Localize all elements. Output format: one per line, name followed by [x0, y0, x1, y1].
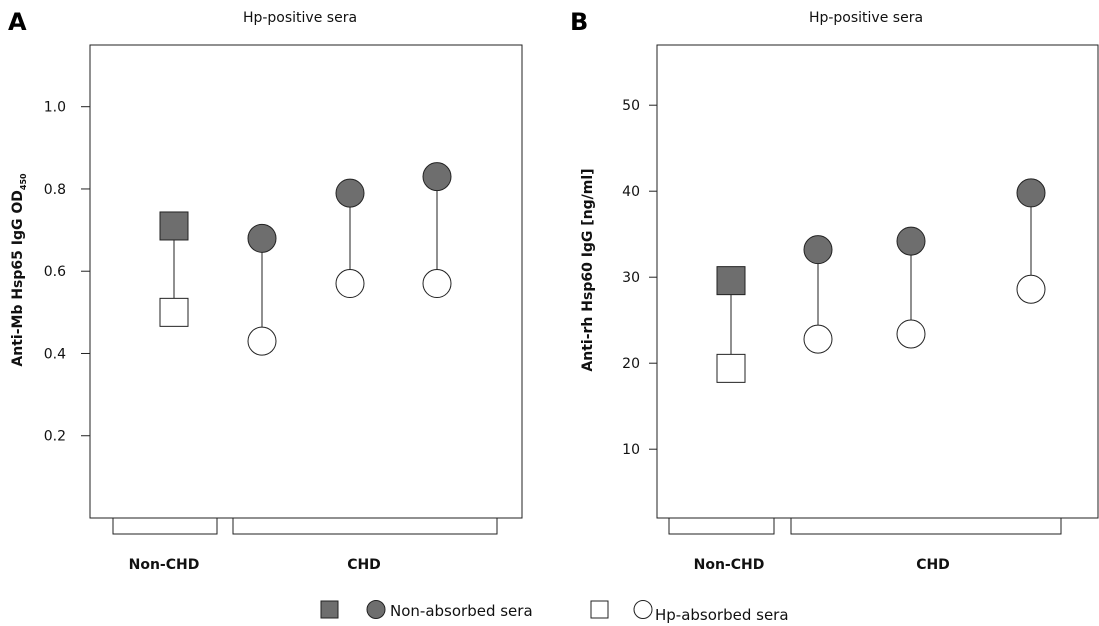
y-tick-label: 0.6 — [44, 264, 66, 280]
legend-open-circle-marker — [633, 600, 653, 619]
panel-a-bracket-chd — [232, 518, 498, 535]
panel-b-title: Hp-positive sera — [809, 10, 923, 26]
hp-absorbed-circle-marker — [1016, 274, 1046, 304]
panel-b-bracket-non-chd — [668, 518, 775, 535]
non-absorbed-circle-marker — [335, 178, 365, 208]
panel-b-y-ticks: 10 20 30 40 50 — [622, 98, 657, 458]
panel-a-group-label-non-chd: Non-CHD — [129, 557, 200, 573]
non-absorbed-square-marker — [716, 266, 746, 296]
hp-absorbed-square-marker — [716, 353, 746, 383]
y-tick-label: 30 — [622, 270, 640, 286]
legend-open-square-marker — [590, 600, 609, 619]
panel-a-y-axis-label: Anti-Mb Hsp65 IgG OD450 — [10, 173, 28, 367]
panel-b: B Hp-positive sera Anti-rh Hsp60 IgG [ng… — [570, 8, 1099, 573]
panel-a-frame — [89, 44, 523, 519]
y-tick-label: 0.2 — [44, 429, 66, 445]
hp-absorbed-circle-marker — [422, 269, 452, 299]
panel-a-marks — [159, 162, 452, 356]
non-absorbed-circle-marker — [896, 226, 926, 256]
non-absorbed-circle-marker — [803, 235, 833, 265]
non-absorbed-circle-marker — [247, 223, 277, 253]
panel-b-bracket-chd — [790, 518, 1062, 535]
panel-a: A Hp-positive sera Anti-Mb Hsp65 IgG OD4… — [8, 8, 523, 573]
y-tick-label: 0.4 — [44, 346, 66, 362]
legend: Non-absorbed sera Hp-absorbed sera — [320, 600, 789, 624]
y-tick-label: 0.8 — [44, 182, 66, 198]
panel-b-y-axis-label: Anti-rh Hsp60 IgG [ng/ml] — [580, 168, 596, 371]
panel-a-group-label-chd: CHD — [347, 557, 381, 573]
panel-a-bracket-non-chd — [112, 518, 218, 535]
y-tick-label: 1.0 — [44, 100, 66, 116]
panel-b-group-label-chd: CHD — [916, 557, 950, 573]
panel-letter-b: B — [570, 8, 588, 36]
y-tick-label: 40 — [622, 184, 640, 200]
hp-absorbed-circle-marker — [335, 269, 365, 299]
panel-b-marks — [716, 178, 1046, 383]
y-tick-label: 50 — [622, 98, 640, 114]
panel-b-frame — [656, 44, 1099, 519]
y-tick-label: 20 — [622, 356, 640, 372]
legend-filled-square-marker — [320, 600, 339, 619]
panel-b-group-label-non-chd: Non-CHD — [694, 557, 765, 573]
non-absorbed-circle-marker — [1016, 178, 1046, 208]
non-absorbed-circle-marker — [422, 162, 452, 192]
legend-label-non-absorbed: Non-absorbed sera — [390, 602, 533, 620]
hp-absorbed-circle-marker — [896, 319, 926, 349]
legend-filled-circle-marker — [366, 600, 386, 619]
hp-absorbed-circle-marker — [803, 324, 833, 354]
panel-a-y-ticks: 0.2 0.4 0.6 0.8 1.0 — [44, 100, 90, 445]
legend-label-hp-absorbed: Hp-absorbed sera — [655, 606, 789, 624]
hp-absorbed-circle-marker — [247, 326, 277, 356]
hp-absorbed-square-marker — [159, 297, 189, 327]
panel-a-title: Hp-positive sera — [243, 10, 357, 26]
y-tick-label: 10 — [622, 442, 640, 458]
non-absorbed-square-marker — [159, 211, 189, 241]
panel-letter-a: A — [8, 8, 27, 36]
